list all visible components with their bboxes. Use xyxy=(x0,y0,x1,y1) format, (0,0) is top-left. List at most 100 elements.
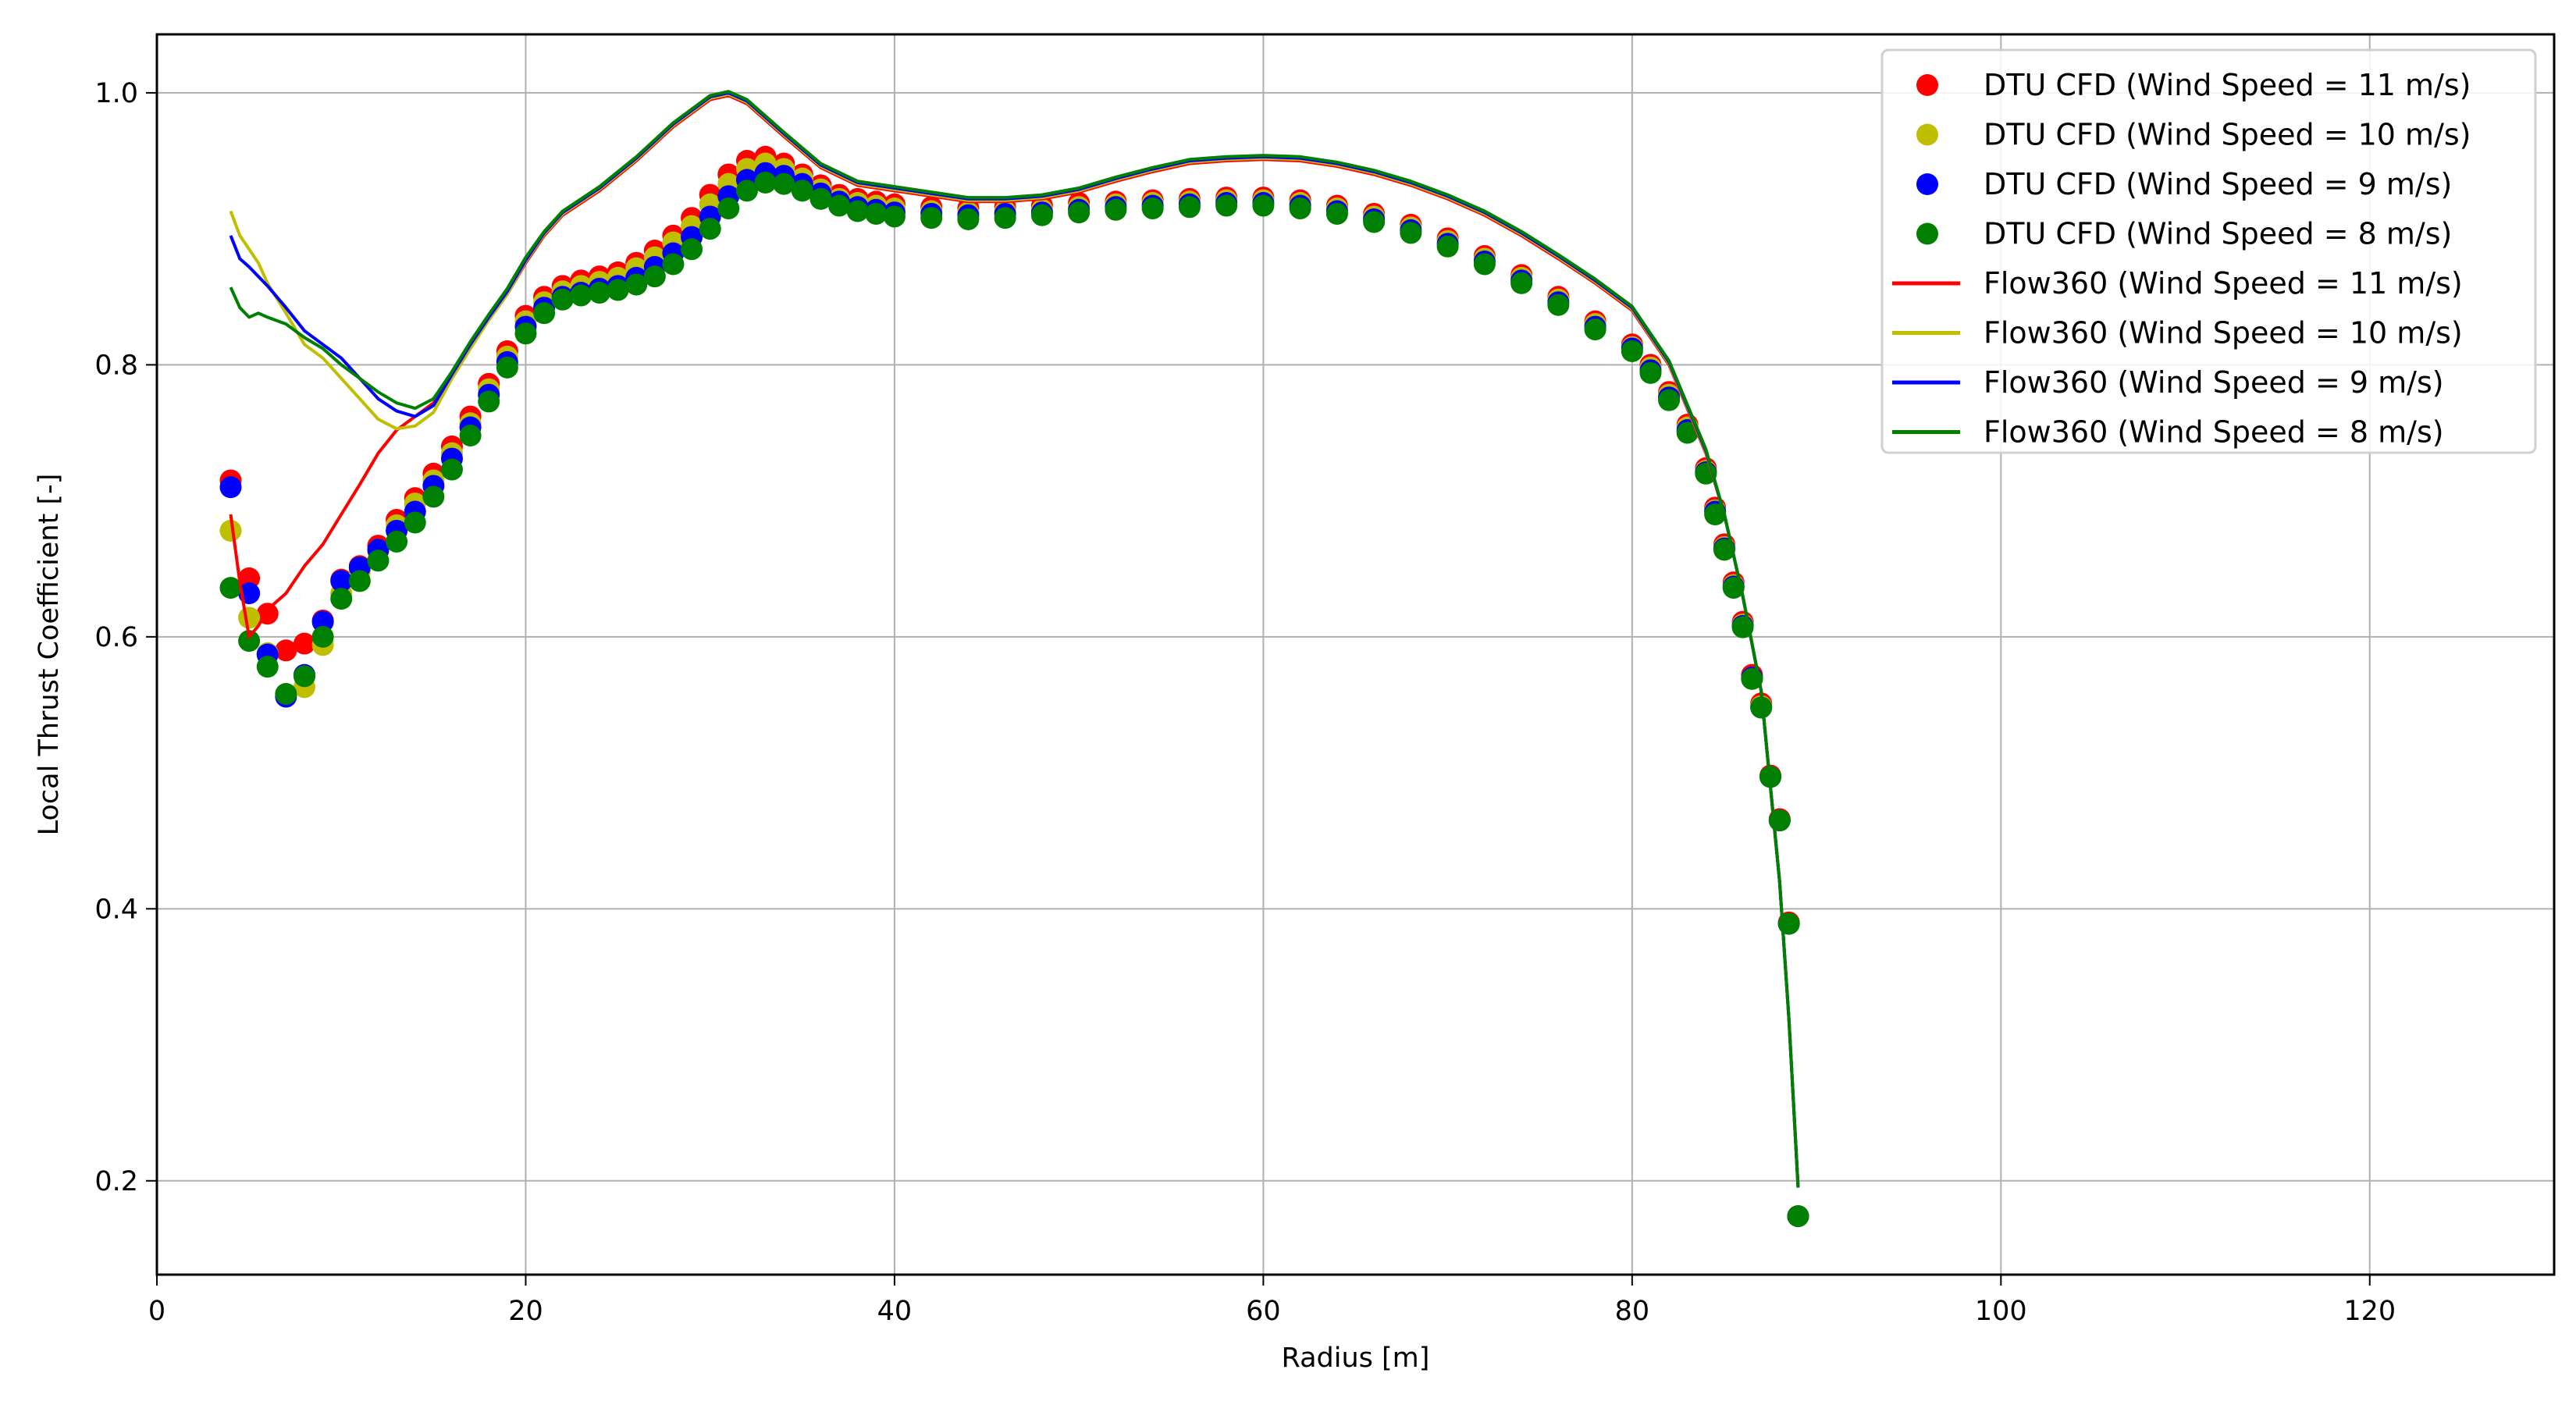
data-point xyxy=(311,610,334,633)
data-point xyxy=(625,273,648,296)
plot-series xyxy=(219,90,1809,1228)
data-point xyxy=(1436,235,1459,258)
data-point xyxy=(1676,422,1699,444)
data-point xyxy=(1473,253,1496,276)
data-point xyxy=(496,356,518,379)
data-point xyxy=(1289,197,1311,220)
data-point xyxy=(1658,389,1681,411)
data-point xyxy=(1178,196,1201,219)
data-point xyxy=(275,683,297,706)
data-point xyxy=(219,476,242,499)
data-point xyxy=(256,656,279,678)
legend-entry-label: DTU CFD (Wind Speed = 8 m/s) xyxy=(1984,217,2452,251)
legend-entry-label: DTU CFD (Wind Speed = 10 m/s) xyxy=(1984,118,2471,152)
data-point xyxy=(1252,194,1275,217)
legend-entry-label: Flow360 (Wind Speed = 10 m/s) xyxy=(1984,316,2463,350)
data-point xyxy=(219,577,242,599)
axes-frame xyxy=(155,33,2556,1276)
data-point xyxy=(1639,361,1662,384)
data-point xyxy=(1215,194,1238,217)
legend-entry-label: Flow360 (Wind Speed = 9 m/s) xyxy=(1984,365,2444,400)
legend-entry-label: DTU CFD (Wind Speed = 9 m/s) xyxy=(1984,167,2452,201)
data-point xyxy=(1704,503,1727,526)
data-point xyxy=(865,202,888,225)
data-point xyxy=(1621,340,1643,362)
data-point xyxy=(1105,198,1127,221)
data-point xyxy=(920,207,943,229)
data-point xyxy=(1400,222,1422,244)
legend-box xyxy=(1880,48,2537,454)
x-tick-label: 100 xyxy=(1975,1296,2027,1327)
marker-series xyxy=(219,171,1809,1228)
x-tick-label: 0 xyxy=(148,1296,165,1327)
data-point xyxy=(681,238,703,261)
data-point xyxy=(330,588,353,610)
x-tick-label: 20 xyxy=(508,1296,543,1327)
data-point xyxy=(293,632,315,655)
data-point xyxy=(1325,202,1348,225)
data-point xyxy=(551,288,574,311)
data-point xyxy=(994,207,1016,229)
data-point xyxy=(238,567,261,589)
data-point xyxy=(386,530,408,553)
data-point xyxy=(846,200,869,222)
data-point xyxy=(440,458,463,481)
x-tick-label: 60 xyxy=(1246,1296,1281,1327)
data-point xyxy=(754,171,777,194)
data-point xyxy=(219,519,242,542)
y-axis-label: Local Thrust Coefficient [-] xyxy=(34,474,65,836)
data-point xyxy=(311,625,334,648)
data-point xyxy=(699,218,721,240)
data-point xyxy=(791,180,813,202)
legend-marker-icon xyxy=(1916,74,1938,96)
data-point xyxy=(662,253,685,276)
data-point xyxy=(607,279,629,301)
legend-entry-label: Flow360 (Wind Speed = 8 m/s) xyxy=(1984,415,2444,450)
data-point xyxy=(735,180,758,202)
data-point xyxy=(643,265,666,288)
marker-series xyxy=(219,152,1809,1228)
y-tick-label: 1.0 xyxy=(94,78,138,109)
data-point xyxy=(330,570,353,592)
data-point xyxy=(1030,204,1053,226)
data-point xyxy=(1584,318,1606,341)
marker-series xyxy=(219,162,1809,1228)
data-point xyxy=(478,390,500,413)
data-point xyxy=(1363,211,1386,233)
y-tick-label: 0.4 xyxy=(94,894,138,925)
data-point xyxy=(514,322,537,345)
line-series xyxy=(229,90,1800,1188)
data-point xyxy=(404,511,426,534)
legend-entry-label: DTU CFD (Wind Speed = 11 m/s) xyxy=(1984,68,2471,102)
data-point xyxy=(1068,201,1091,224)
data-point xyxy=(293,665,315,688)
data-point xyxy=(1547,293,1570,316)
data-point xyxy=(588,282,610,304)
data-point xyxy=(275,639,297,662)
data-point xyxy=(957,208,980,230)
data-point xyxy=(348,570,371,592)
data-point xyxy=(828,194,851,217)
data-point xyxy=(883,205,906,228)
legend: DTU CFD (Wind Speed = 11 m/s) DTU CFD (Wi… xyxy=(1880,48,2537,454)
data-point xyxy=(717,197,740,220)
data-point xyxy=(1750,696,1773,719)
data-point xyxy=(809,187,832,210)
data-point xyxy=(570,284,592,307)
x-tick-label: 40 xyxy=(877,1296,913,1327)
y-tick-label: 0.6 xyxy=(94,622,138,653)
legend-marker-icon xyxy=(1916,123,1938,146)
data-point xyxy=(1787,1205,1809,1228)
data-point xyxy=(533,302,556,325)
data-point xyxy=(459,424,482,446)
data-point xyxy=(1510,272,1533,294)
legend-entry-label: Flow360 (Wind Speed = 11 m/s) xyxy=(1984,266,2463,301)
legend-marker-icon xyxy=(1916,173,1938,195)
data-point xyxy=(422,486,445,508)
data-point xyxy=(367,550,390,572)
legend-marker-icon xyxy=(1916,222,1938,245)
marker-series xyxy=(219,145,1809,1228)
data-point xyxy=(238,630,261,653)
x-tick-label: 80 xyxy=(1615,1296,1650,1327)
